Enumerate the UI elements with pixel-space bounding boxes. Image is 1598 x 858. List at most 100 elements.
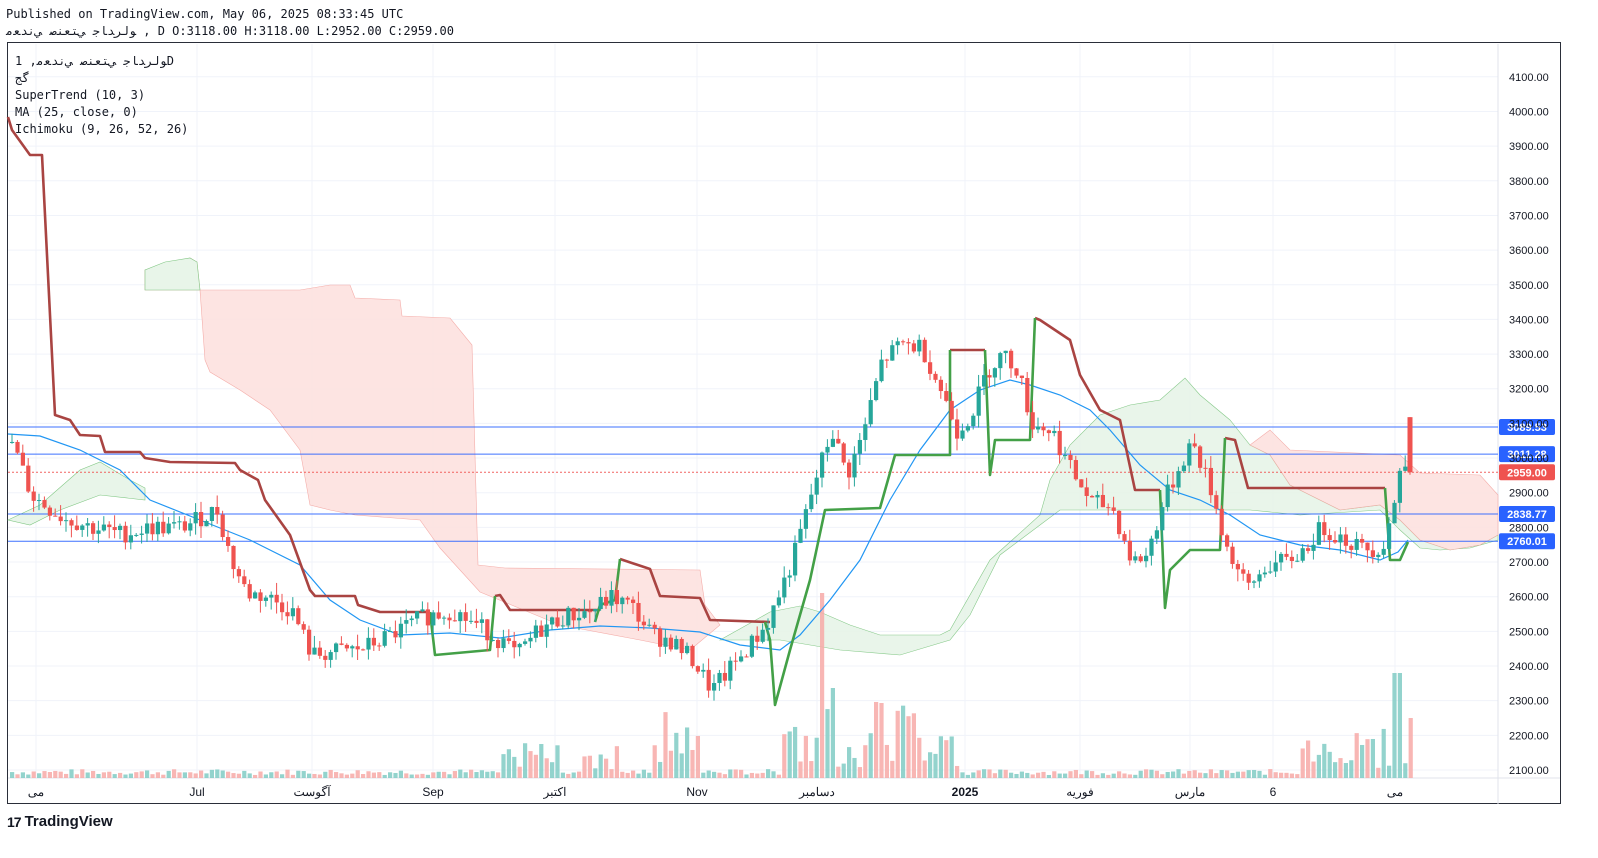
volume-bar	[1376, 767, 1381, 778]
candle-body	[463, 612, 468, 621]
volume-bar	[501, 754, 506, 778]
volume-bar	[847, 747, 852, 778]
price-tick-label: 3900.00	[1509, 141, 1549, 153]
volume-bar	[771, 771, 776, 778]
volume-bar	[712, 771, 717, 778]
candle-body	[1019, 375, 1024, 378]
volume-bar	[776, 774, 781, 778]
candle-body	[393, 631, 398, 638]
candle-body	[269, 594, 274, 598]
candle-body	[323, 655, 328, 660]
volume-bar	[296, 770, 301, 778]
candle-body	[523, 641, 528, 644]
volume-bar	[74, 774, 79, 778]
volume-bar	[1041, 771, 1046, 778]
volume-bar	[1289, 773, 1294, 778]
volume-bar	[1306, 740, 1311, 778]
price-tick-label: 2900.00	[1509, 488, 1549, 500]
candle-body	[533, 625, 538, 638]
candle-body	[776, 597, 781, 606]
candle-body	[1025, 377, 1030, 413]
candle-body	[118, 525, 123, 531]
candle-body	[749, 635, 754, 657]
volume-bar	[1138, 770, 1143, 778]
volume-bar	[1063, 773, 1068, 778]
volume-bar	[58, 771, 63, 778]
volume-bar	[1327, 751, 1332, 778]
volume-bar	[1079, 774, 1084, 778]
candle-body	[15, 441, 20, 453]
volume-bar	[1365, 739, 1370, 778]
volume-bar	[350, 773, 355, 778]
candle-body	[1063, 454, 1068, 456]
volume-bar	[1214, 773, 1219, 778]
volume-bar	[26, 774, 31, 778]
volume-bar	[938, 736, 943, 778]
volume-bar	[37, 773, 42, 778]
volume-bar	[901, 705, 906, 778]
candle-body	[604, 596, 609, 606]
candle-body	[701, 669, 706, 672]
volume-bar	[550, 762, 555, 778]
volume-bar	[361, 774, 366, 778]
grid	[8, 44, 1560, 804]
candle-body	[123, 525, 128, 543]
legend-ichimoku[interactable]: Ichimoku (9, 26, 52, 26)	[15, 122, 189, 136]
volume-bar	[1284, 772, 1289, 778]
price-tick-label: 4000.00	[1509, 106, 1549, 118]
candle-body	[1343, 534, 1348, 546]
price-tag-label: 3011.28	[1507, 449, 1546, 461]
volume-bar	[1171, 771, 1176, 778]
volume-bar	[328, 769, 333, 778]
volume-bar	[31, 771, 36, 778]
legend-supertrend[interactable]: SuperTrend (10, 3)	[15, 88, 146, 102]
volume-bar	[798, 761, 803, 778]
candle-body	[852, 453, 857, 478]
volume-bar	[447, 774, 452, 778]
volume-bar	[479, 770, 484, 778]
volume-bar	[209, 769, 214, 778]
candle-body	[695, 666, 700, 672]
candle-body	[91, 523, 96, 534]
supertrend-line	[6, 116, 1410, 707]
candle-body	[1327, 535, 1332, 541]
legend-ma[interactable]: MA (25, close, 0)	[15, 105, 138, 119]
candle-body	[560, 625, 565, 627]
volume-bar	[112, 774, 117, 778]
candle-body	[911, 343, 916, 352]
price-tag-label: 2838.77	[1507, 509, 1547, 521]
candle-body	[1392, 502, 1397, 524]
candle-body	[582, 611, 587, 618]
candle-body	[987, 375, 992, 378]
candle-body	[496, 639, 501, 649]
volume-bar	[506, 749, 511, 778]
volume-bar	[242, 770, 247, 778]
candle-body	[1338, 534, 1343, 543]
candle-body	[166, 523, 171, 534]
candle-body	[188, 523, 193, 531]
volume-bar	[1311, 761, 1316, 778]
kumo-bull-top	[144, 257, 201, 291]
candle-body	[485, 619, 490, 641]
legend-symbol[interactable]: ﻮﻟﺮﺪﺎﺟ ﻲﺘﻌﻨﺻ ﻲﻧﺪﻌﻣ, 1D	[15, 54, 174, 68]
price-tick-label: 2600.00	[1509, 592, 1549, 604]
candle-body	[177, 521, 182, 523]
candle-body	[307, 629, 312, 655]
volume-bar	[1300, 748, 1305, 778]
candle-body	[717, 672, 722, 683]
candle-body	[593, 609, 598, 612]
candle-body	[447, 617, 452, 621]
price-tag-bg	[1499, 505, 1555, 522]
time-tick-label: Sep	[422, 785, 444, 799]
volume-bar	[1333, 762, 1338, 778]
time-tick-label: ﺩﺳﺎﻣﺒﺮ	[798, 785, 835, 799]
candle-body	[1360, 538, 1365, 543]
chart-frame[interactable]	[7, 42, 1561, 804]
candles	[10, 334, 1413, 701]
time-tick-label: Jul	[189, 785, 204, 799]
candle-body	[301, 624, 306, 630]
volume-bar	[53, 770, 58, 778]
volume-bar	[371, 772, 376, 778]
volume-bar	[760, 772, 765, 778]
